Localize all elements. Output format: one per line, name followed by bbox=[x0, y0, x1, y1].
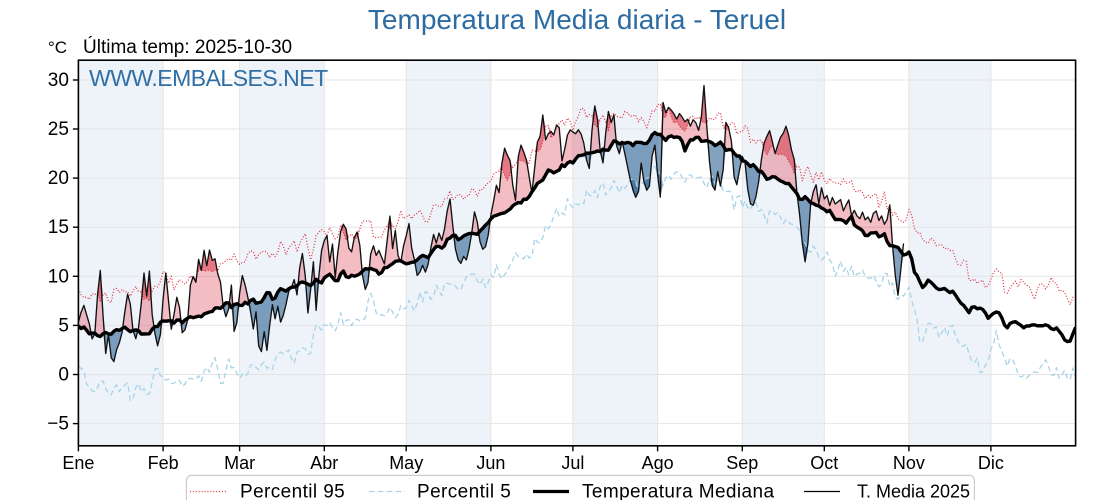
svg-text:May: May bbox=[389, 453, 423, 473]
svg-text:Sep: Sep bbox=[726, 453, 758, 473]
svg-text:−5: −5 bbox=[47, 414, 69, 435]
svg-text:Nov: Nov bbox=[893, 453, 925, 473]
svg-text:Jun: Jun bbox=[476, 453, 505, 473]
svg-text:Abr: Abr bbox=[310, 453, 338, 473]
svg-text:Mar: Mar bbox=[224, 453, 255, 473]
svg-text:T. Media 2025: T. Media 2025 bbox=[857, 482, 970, 500]
svg-text:15: 15 bbox=[48, 217, 69, 238]
svg-text:°C: °C bbox=[48, 38, 67, 57]
svg-text:Percentil 5: Percentil 5 bbox=[417, 482, 511, 500]
svg-text:Oct: Oct bbox=[810, 453, 838, 473]
svg-text:Dic: Dic bbox=[978, 453, 1004, 473]
svg-text:Percentil 95: Percentil 95 bbox=[240, 482, 345, 500]
svg-text:30: 30 bbox=[48, 70, 69, 91]
svg-text:20: 20 bbox=[48, 168, 69, 189]
svg-text:10: 10 bbox=[48, 266, 69, 287]
svg-text:Ago: Ago bbox=[642, 453, 674, 473]
svg-text:5: 5 bbox=[58, 315, 69, 336]
svg-text:Última temp: 2025-10-30: Última temp: 2025-10-30 bbox=[83, 36, 292, 58]
svg-text:WWW.EMBALSES.NET: WWW.EMBALSES.NET bbox=[89, 65, 328, 91]
svg-text:Feb: Feb bbox=[148, 453, 179, 473]
svg-text:Jul: Jul bbox=[561, 453, 584, 473]
svg-text:25: 25 bbox=[48, 119, 69, 140]
svg-text:Temperatura Mediana: Temperatura Mediana bbox=[582, 482, 774, 500]
svg-text:0: 0 bbox=[58, 365, 69, 386]
svg-text:Temperatura Media diaria - Ter: Temperatura Media diaria - Teruel bbox=[368, 4, 786, 35]
svg-text:Ene: Ene bbox=[62, 453, 94, 473]
